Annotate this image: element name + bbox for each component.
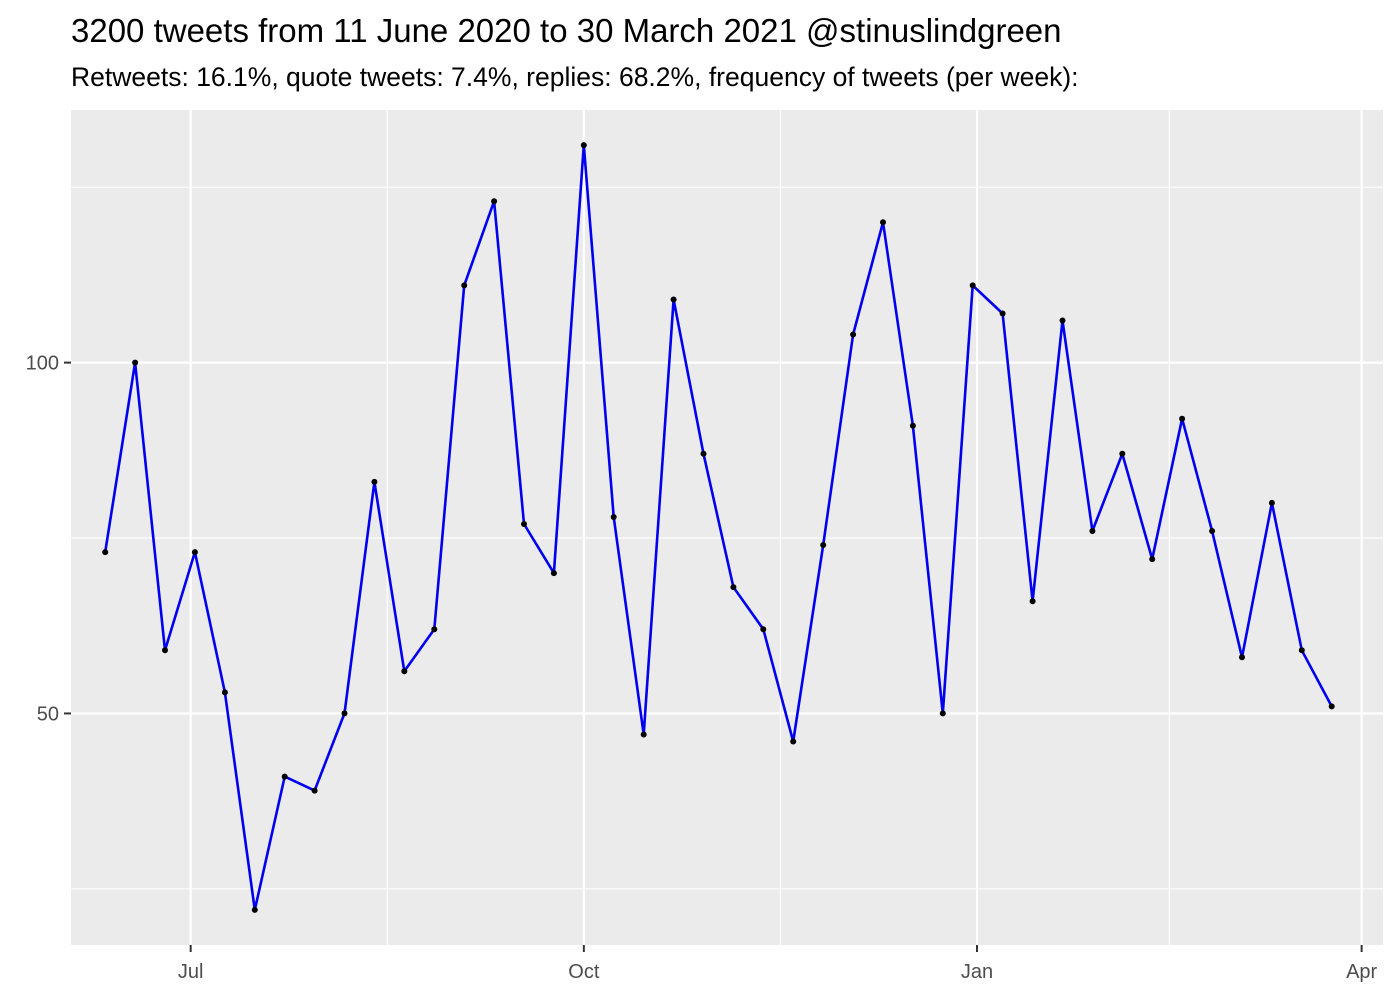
data-point: [1268, 499, 1275, 506]
data-point: [1328, 703, 1335, 710]
axis-ticks: [64, 361, 1363, 952]
y-tick-label: 50: [37, 703, 59, 725]
data-point: [341, 710, 348, 717]
data-point: [1029, 598, 1036, 605]
data-point: [730, 584, 737, 591]
data-point: [281, 773, 288, 780]
data-point: [1119, 450, 1126, 457]
plot-panel: [71, 110, 1383, 945]
y-tick-label: 100: [26, 353, 59, 375]
data-point: [700, 450, 707, 457]
data-point: [491, 198, 498, 205]
data-point: [880, 219, 886, 226]
x-tick-label: Oct: [568, 961, 600, 983]
x-tick-label: Jan: [961, 961, 993, 983]
data-point: [1089, 528, 1096, 534]
data-point: [820, 542, 827, 548]
data-point: [909, 422, 916, 429]
x-tick-label: Jul: [178, 961, 204, 983]
data-point: [132, 359, 139, 366]
data-point: [162, 647, 168, 654]
chart-subtitle: Retweets: 16.1%, quote tweets: 7.4%, rep…: [71, 62, 1079, 92]
data-point: [1298, 647, 1305, 654]
data-point: [670, 296, 677, 303]
data-point: [610, 514, 617, 520]
data-point: [191, 549, 198, 556]
data-point: [401, 668, 408, 675]
data-point: [580, 142, 587, 149]
data-point: [939, 710, 946, 717]
data-point: [1179, 415, 1186, 422]
axis-tick-labels: Jul Oct Jan Apr 50 100: [26, 353, 1378, 983]
chart-title: 3200 tweets from 11 June 2020 to 30 Marc…: [71, 12, 1062, 49]
series-line: [103, 143, 1333, 912]
data-point: [461, 282, 468, 289]
data-point: [521, 521, 527, 527]
series-points: [102, 142, 1335, 913]
data-point: [221, 689, 228, 696]
data-point: [999, 310, 1006, 317]
data-point: [550, 570, 557, 577]
data-point: [790, 738, 797, 745]
data-point: [1239, 654, 1245, 661]
data-point: [760, 626, 767, 633]
data-point: [850, 331, 857, 338]
data-point: [251, 906, 258, 913]
data-point: [1209, 528, 1216, 534]
data-point: [431, 626, 438, 633]
data-point: [640, 731, 647, 738]
data-point: [311, 787, 318, 794]
minor-grid: [71, 110, 1383, 945]
data-point: [102, 549, 109, 556]
data-point: [969, 282, 976, 289]
x-tick-label: Apr: [1346, 961, 1377, 983]
data-point: [371, 478, 378, 485]
data-point: [1149, 556, 1156, 563]
data-point: [1059, 317, 1066, 324]
major-grid: [71, 110, 1383, 945]
